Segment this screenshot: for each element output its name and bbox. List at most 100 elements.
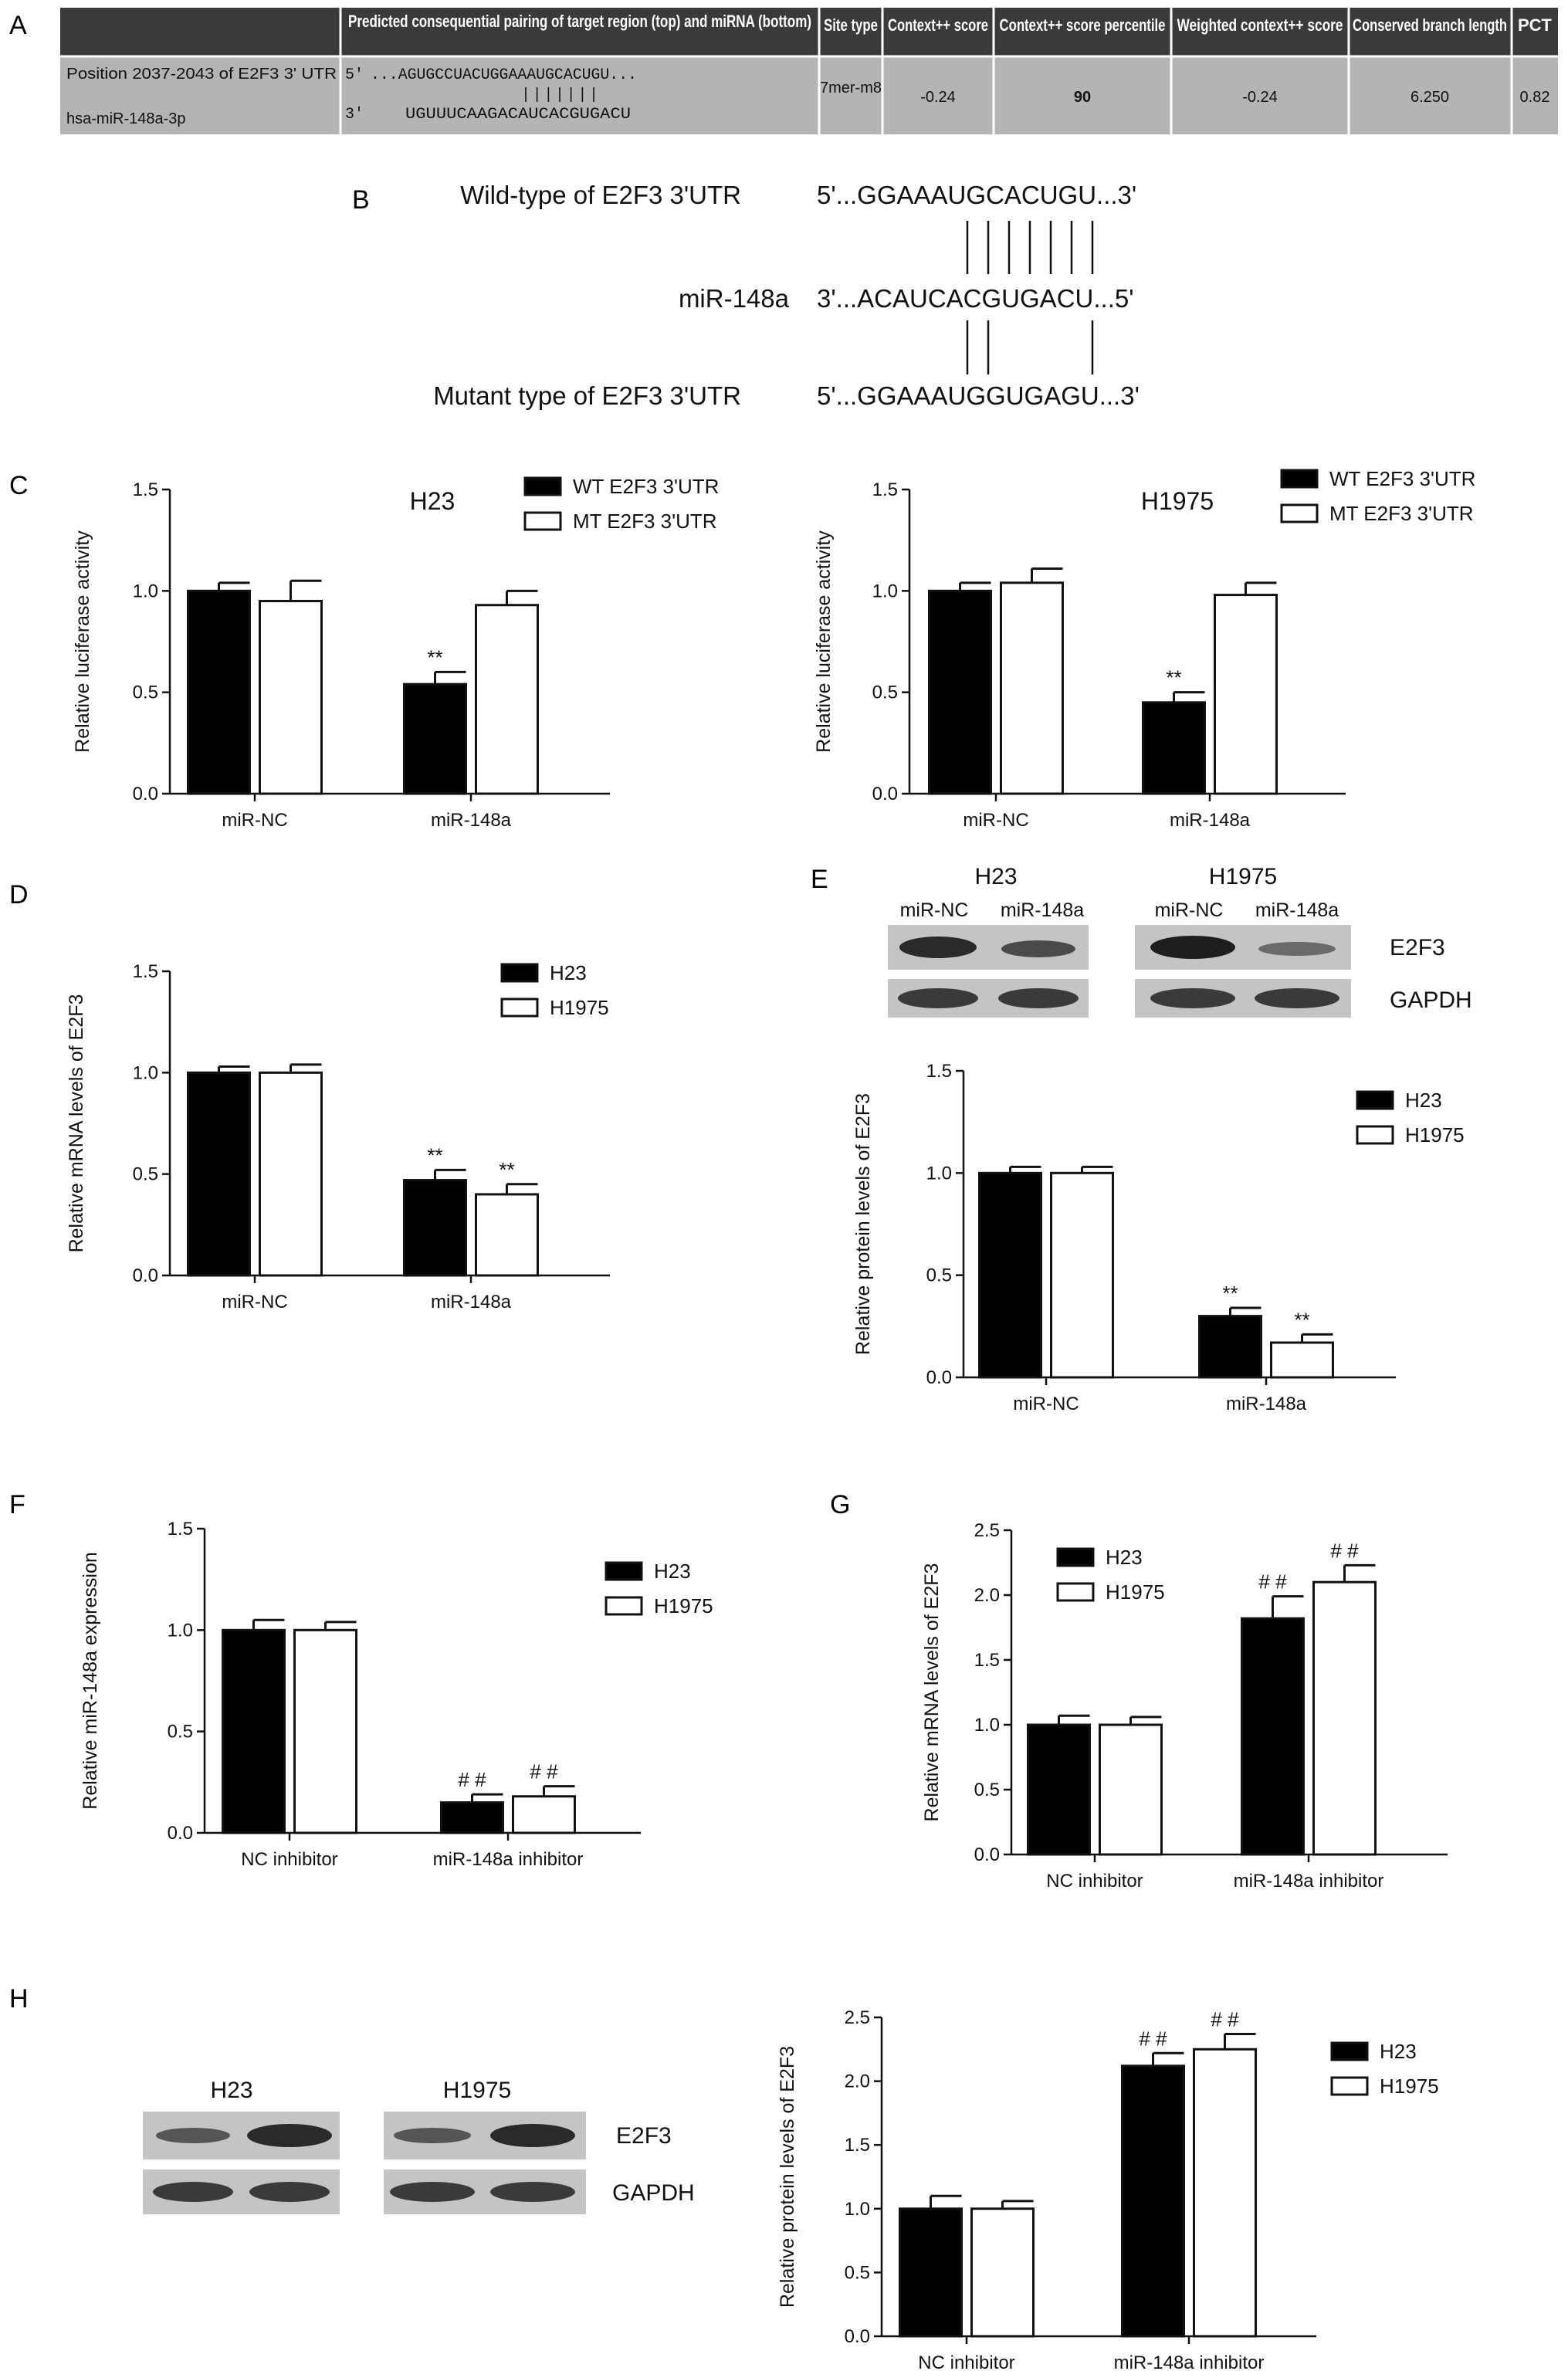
table-header-bg bbox=[60, 8, 1558, 56]
chart-e: 0.0 0.5 1.0 1.5 Relative protein levels of E… bbox=[852, 1061, 1465, 1414]
legend-swatch bbox=[1280, 503, 1319, 523]
significance-mark: # # bbox=[1330, 1539, 1359, 1562]
blot-e: H23 H1975 miR-NC miR-148a miR-NC miR-148… bbox=[888, 864, 1472, 1018]
y-tick-label: 0.0 bbox=[926, 1367, 952, 1388]
significance-mark: ** bbox=[427, 1143, 442, 1167]
y-tick-label: 0.5 bbox=[133, 1164, 158, 1185]
panel-letter-b: B bbox=[352, 185, 370, 215]
blot-h-band bbox=[156, 2128, 230, 2143]
blot-h-band bbox=[249, 2182, 330, 2202]
mir-label: miR-148a bbox=[679, 284, 790, 313]
blot-e-lane-1: miR-NC bbox=[900, 899, 969, 921]
significance-mark: ** bbox=[427, 645, 442, 669]
x-tick-label: miR-NC bbox=[1013, 1394, 1079, 1414]
bar bbox=[475, 604, 539, 795]
legend-swatch bbox=[1356, 1090, 1394, 1110]
y-tick-label: 0.5 bbox=[974, 1780, 1000, 1800]
bar-charts: 0.0 0.5 1.0 1.5 Relative luciferase activity… bbox=[66, 467, 1475, 2371]
legend-label: H23 bbox=[654, 1560, 691, 1583]
y-tick-label: 1.5 bbox=[926, 1061, 952, 1082]
blot-h-band bbox=[394, 2128, 471, 2143]
blot-h: H23 H1975 E2F3 GAPDH bbox=[143, 2078, 695, 2214]
y-tick-label: 1.0 bbox=[133, 1062, 158, 1083]
significance-mark: # # bbox=[530, 1760, 558, 1783]
blot-e-label-e2f3: E2F3 bbox=[1390, 935, 1445, 960]
significance-mark: ** bbox=[1166, 666, 1181, 689]
bar bbox=[403, 1179, 467, 1277]
y-tick-label: 1.0 bbox=[133, 581, 158, 601]
legend-label: H23 bbox=[1106, 1546, 1143, 1569]
y-tick-label: 0.0 bbox=[168, 1823, 193, 1844]
bar bbox=[512, 1795, 576, 1834]
bar bbox=[899, 2207, 963, 2338]
y-tick-label: 0.0 bbox=[974, 1844, 1000, 1865]
y-tick-label: 2.0 bbox=[845, 2071, 870, 2092]
y-axis-label: Relative protein levels of E2F3 bbox=[777, 2046, 798, 2308]
table-header-context-score: Context++ score bbox=[888, 15, 988, 35]
y-tick-label: 0.0 bbox=[872, 784, 898, 804]
x-tick-label: NC inhibitor bbox=[1046, 1871, 1143, 1892]
seq-pairs: ||||||| bbox=[521, 86, 598, 104]
table-row-mirna: hsa-miR-148a-3p bbox=[66, 110, 186, 127]
chart-d: 0.0 0.5 1.0 1.5 Relative mRNA levels of E2F3… bbox=[66, 961, 610, 1313]
significance-mark: # # bbox=[1139, 2027, 1167, 2050]
blot-h-band bbox=[153, 2182, 233, 2202]
y-tick-label: 0.5 bbox=[872, 683, 898, 703]
mt-pair-lines bbox=[966, 320, 1094, 374]
legend-label: H1975 bbox=[1106, 1580, 1165, 1604]
panel-letter-f: F bbox=[9, 1490, 25, 1519]
table-header-pct: PCT bbox=[1518, 15, 1553, 35]
y-tick-label: 1.0 bbox=[926, 1163, 952, 1184]
blot-h-band bbox=[390, 2182, 475, 2202]
legend-swatch bbox=[523, 511, 562, 531]
panel-letter-e: E bbox=[811, 865, 828, 894]
seq-bottom: UGUUUCAAGACAUCACGUGACU bbox=[405, 106, 631, 124]
legend-label: H1975 bbox=[1380, 2075, 1439, 2098]
legend-swatch bbox=[500, 963, 539, 983]
x-tick-label: NC inhibitor bbox=[241, 1849, 337, 1870]
blot-h-band bbox=[490, 2182, 575, 2202]
blot-h-band bbox=[490, 2124, 575, 2147]
y-tick-label: 1.0 bbox=[845, 2199, 870, 2220]
seq-top-prefix: 5' bbox=[345, 66, 364, 84]
bar bbox=[259, 599, 323, 795]
blot-e-band bbox=[1258, 942, 1336, 956]
cell-branch-length: 6.250 bbox=[1411, 89, 1449, 106]
bar bbox=[1027, 1723, 1091, 1856]
y-tick-label: 0.0 bbox=[133, 784, 158, 804]
wt-label: Wild-type of E2F3 3'UTR bbox=[460, 181, 741, 209]
y-tick-label: 1.5 bbox=[845, 2135, 870, 2156]
blot-e-group-h23: H23 bbox=[974, 864, 1017, 889]
panel-letter-d: D bbox=[9, 880, 29, 909]
blot-e-group-h1975: H1975 bbox=[1209, 864, 1277, 889]
alignment-panel: Wild-type of E2F3 3'UTR 5'...GGAAAUGCACU… bbox=[433, 181, 1140, 410]
bar bbox=[970, 2207, 1035, 2338]
legend-label: H23 bbox=[1380, 2040, 1417, 2063]
chart-g: 0.0 0.5 1.0 1.5 2.0 2.5 Relative mRNA levels o… bbox=[921, 1520, 1448, 1892]
blot-e-label-gapdh: GAPDH bbox=[1390, 987, 1472, 1013]
blot-h-band bbox=[247, 2124, 332, 2147]
y-tick-label: 1.5 bbox=[872, 479, 898, 500]
bar bbox=[222, 1628, 286, 1834]
bar bbox=[187, 1071, 251, 1277]
legend-label: H1975 bbox=[654, 1594, 713, 1617]
legend-label: WT E2F3 3'UTR bbox=[1329, 467, 1475, 490]
blot-h-group-h1975: H1975 bbox=[443, 2078, 511, 2103]
y-tick-label: 1.0 bbox=[168, 1620, 193, 1641]
y-axis-label: Relative luciferase activity bbox=[813, 530, 835, 753]
x-tick-label: miR-148a bbox=[431, 1292, 512, 1313]
bar bbox=[1050, 1171, 1114, 1379]
bar bbox=[440, 1801, 504, 1834]
table-header-pairing: Predicted consequential pairing of targe… bbox=[348, 12, 811, 31]
blot-e-band bbox=[899, 937, 977, 958]
table-row-position: Position 2037-2043 of E2F3 3' UTR bbox=[66, 66, 337, 83]
legend-swatch bbox=[1280, 469, 1319, 489]
x-tick-label: miR-NC bbox=[222, 1292, 287, 1313]
cell-context-score: -0.24 bbox=[920, 89, 956, 106]
table-header-site-type: Site type bbox=[824, 15, 878, 35]
y-tick-label: 1.5 bbox=[133, 961, 158, 982]
legend-label: H1975 bbox=[550, 996, 609, 1019]
wt-pair-lines bbox=[966, 221, 1094, 274]
blot-e-band bbox=[1001, 940, 1075, 957]
